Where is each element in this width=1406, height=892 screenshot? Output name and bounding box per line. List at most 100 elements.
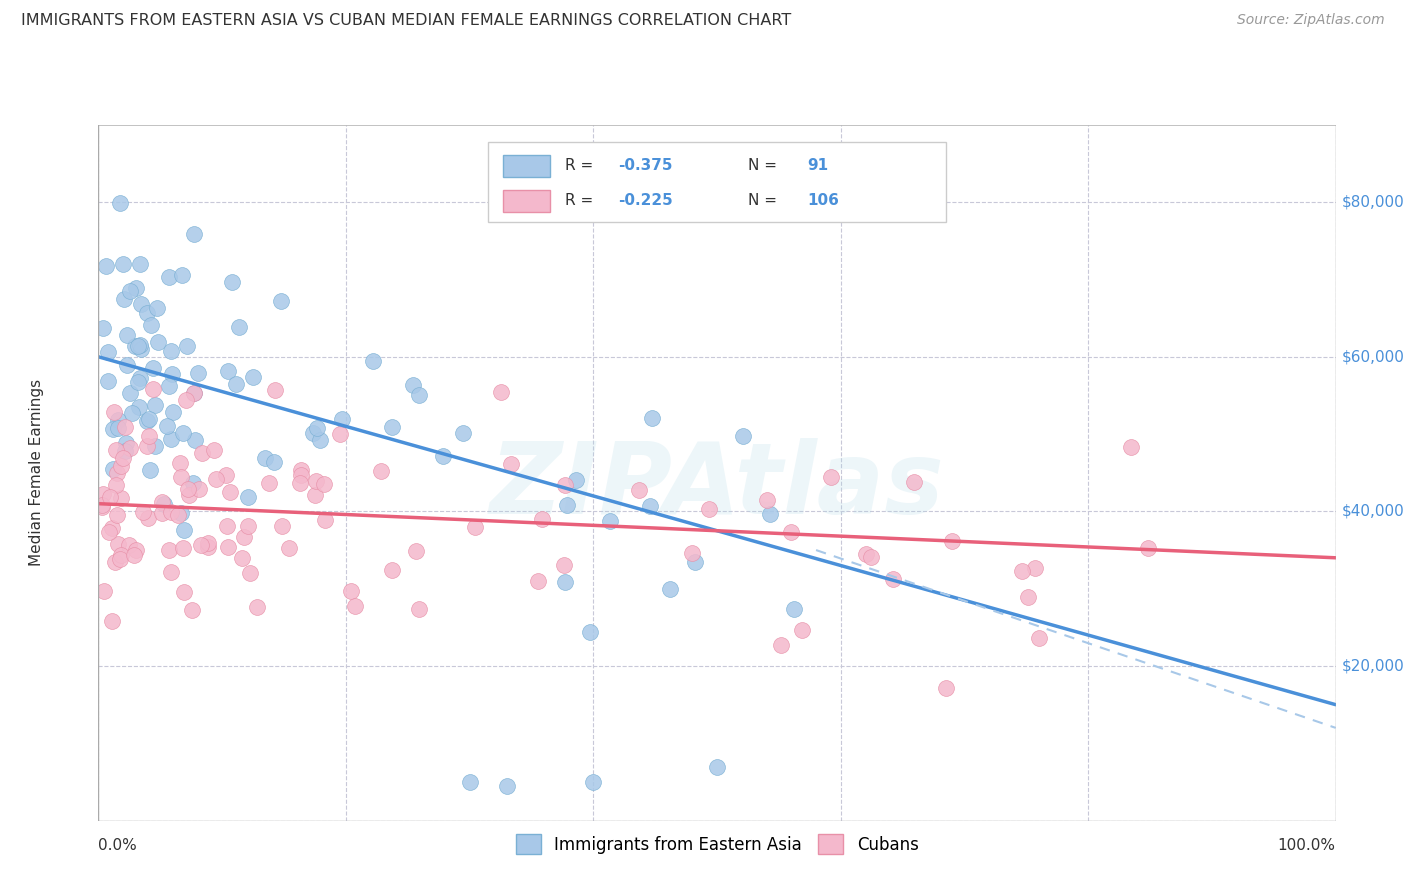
Point	[271, 519, 294, 533]
Text: IMMIGRANTS FROM EASTERN ASIA VS CUBAN MEDIAN FEMALE EARNINGS CORRELATION CHART: IMMIGRANTS FROM EASTERN ASIA VS CUBAN ME…	[21, 13, 792, 29]
Point	[305, 421, 328, 435]
Point	[554, 478, 576, 492]
Point	[565, 473, 588, 487]
Point	[554, 575, 576, 590]
Point	[759, 507, 782, 521]
Point	[197, 536, 219, 550]
Point	[790, 623, 813, 637]
Point	[370, 464, 392, 478]
Point	[408, 602, 430, 616]
Point	[277, 541, 299, 555]
Point	[105, 443, 128, 458]
Point	[221, 275, 243, 289]
Point	[304, 488, 326, 502]
Text: R =: R =	[565, 194, 598, 208]
Point	[129, 296, 152, 310]
Point	[117, 358, 139, 372]
Point	[103, 556, 125, 570]
Point	[197, 540, 219, 554]
Point	[882, 572, 904, 586]
Point	[136, 306, 159, 320]
Point	[170, 470, 193, 484]
Point	[97, 374, 120, 388]
Point	[290, 463, 312, 477]
Point	[127, 375, 149, 389]
Legend: Immigrants from Eastern Asia, Cubans: Immigrants from Eastern Asia, Cubans	[509, 828, 925, 861]
Point	[458, 775, 481, 789]
Point	[150, 507, 173, 521]
Point	[124, 339, 146, 353]
Point	[107, 413, 129, 427]
Point	[432, 449, 454, 463]
Point	[190, 538, 212, 552]
Point	[697, 502, 720, 516]
Point	[783, 602, 806, 616]
Point	[120, 441, 142, 455]
Point	[641, 411, 664, 425]
Point	[157, 269, 180, 284]
Point	[169, 506, 191, 520]
Point	[105, 508, 128, 523]
Point	[190, 446, 212, 460]
Point	[181, 475, 204, 490]
Point	[112, 293, 135, 307]
Point	[731, 429, 754, 443]
Point	[820, 469, 842, 483]
Text: Median Female Earnings: Median Female Earnings	[30, 379, 44, 566]
Point	[172, 541, 194, 555]
Point	[264, 384, 287, 398]
Point	[160, 344, 183, 359]
Point	[96, 345, 118, 359]
Point	[156, 418, 179, 433]
Point	[136, 439, 159, 453]
Point	[527, 574, 550, 588]
Point	[115, 436, 138, 450]
Point	[1119, 440, 1142, 454]
Point	[125, 281, 148, 295]
Point	[408, 388, 430, 402]
Point	[103, 404, 125, 418]
Point	[138, 429, 160, 443]
Point	[101, 614, 124, 628]
Point	[217, 540, 239, 554]
Point	[184, 433, 207, 447]
Point	[125, 543, 148, 558]
Point	[381, 563, 404, 577]
Point	[451, 425, 474, 440]
Text: ZIPAtlas: ZIPAtlas	[489, 438, 945, 535]
Point	[103, 462, 125, 476]
Point	[160, 505, 183, 519]
Point	[121, 406, 143, 420]
Point	[127, 339, 149, 353]
Text: N =: N =	[748, 194, 782, 208]
Point	[143, 398, 166, 412]
Point	[97, 525, 120, 540]
Point	[1011, 565, 1033, 579]
Point	[683, 555, 706, 569]
Point	[236, 518, 259, 533]
Point	[110, 459, 132, 474]
Point	[579, 625, 602, 640]
Text: -0.225: -0.225	[619, 194, 673, 208]
Point	[903, 475, 925, 489]
Point	[110, 548, 132, 562]
Point	[142, 382, 165, 396]
Text: 91: 91	[807, 159, 828, 173]
Point	[98, 490, 121, 504]
Point	[107, 420, 129, 434]
Point	[681, 546, 703, 560]
Point	[160, 565, 183, 579]
Point	[491, 384, 513, 399]
Point	[301, 426, 323, 441]
Point	[314, 477, 336, 491]
Point	[110, 491, 132, 505]
Point	[91, 498, 114, 512]
Point	[270, 293, 292, 308]
Point	[115, 328, 138, 343]
Point	[381, 419, 404, 434]
Point	[658, 582, 681, 597]
Point	[166, 508, 188, 523]
Point	[1024, 561, 1046, 575]
Text: $80,000: $80,000	[1341, 194, 1405, 210]
Point	[105, 466, 128, 480]
